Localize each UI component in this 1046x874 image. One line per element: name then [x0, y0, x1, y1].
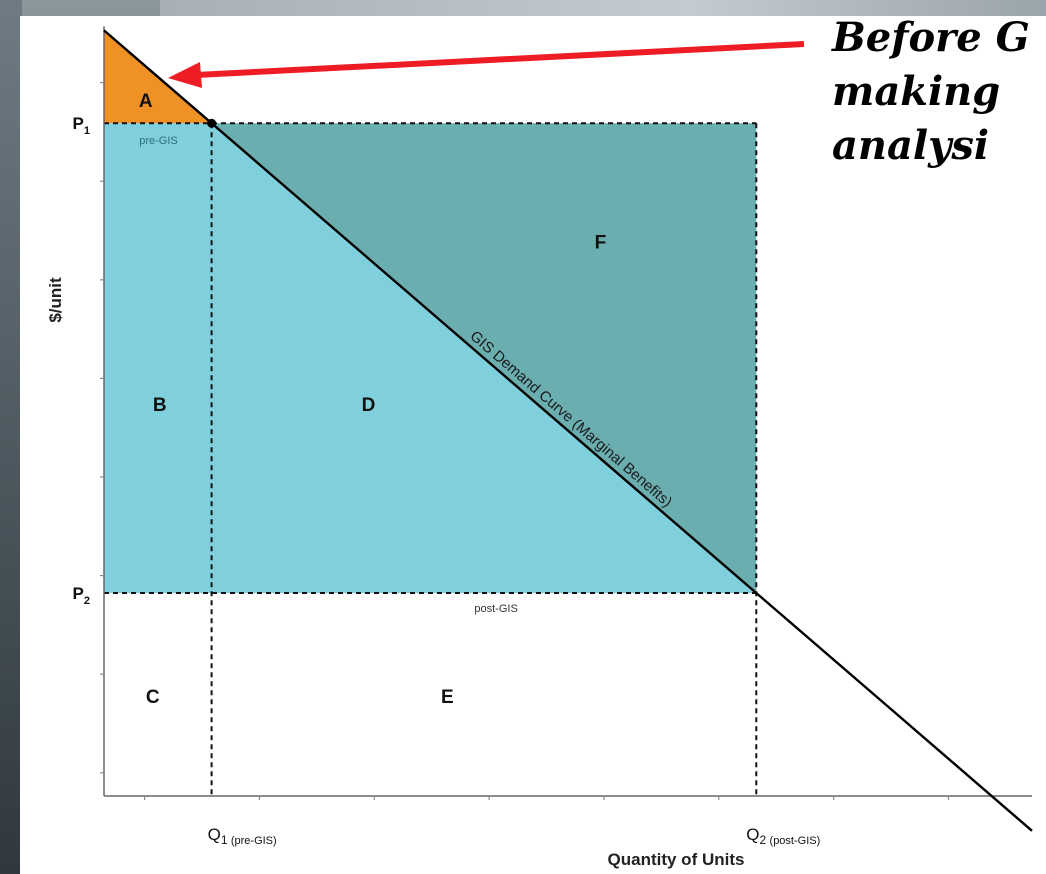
region-a-label: A — [139, 91, 153, 112]
background-strip-left — [0, 0, 22, 874]
annotation-line-1: Before G — [832, 14, 1030, 61]
region-e-label: E — [441, 687, 454, 708]
y-axis-title: $/unit — [46, 277, 65, 323]
region-d-label: D — [362, 395, 376, 416]
annotation-line-2: making — [832, 68, 1001, 115]
annotation-arrow-head — [168, 62, 202, 88]
region-f-label: F — [595, 232, 607, 253]
annotation-line-3: analysi — [832, 122, 990, 169]
x-axis-title: Quantity of Units — [608, 850, 745, 869]
q1-label: Q1 (pre-GIS) — [208, 825, 277, 847]
pre-gis-point — [207, 118, 217, 128]
region-b-label: B — [153, 395, 167, 416]
pre-gis-note: pre-GIS — [139, 135, 178, 147]
background-strip-top — [160, 0, 1046, 18]
demand-curve — [103, 29, 1033, 832]
post-gis-note: post-GIS — [474, 603, 517, 615]
q2-label: Q2 (post-GIS) — [746, 825, 820, 847]
annotation-arrow-shaft — [195, 41, 805, 78]
region-bd — [104, 123, 757, 593]
region-c-label: C — [146, 687, 160, 708]
p2-label: P2 — [73, 584, 90, 607]
p1-label: P1 — [73, 114, 90, 137]
